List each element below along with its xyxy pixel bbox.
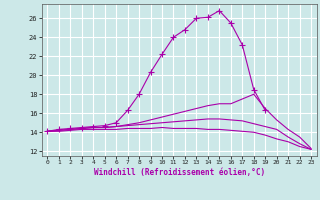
X-axis label: Windchill (Refroidissement éolien,°C): Windchill (Refroidissement éolien,°C) <box>94 168 265 177</box>
